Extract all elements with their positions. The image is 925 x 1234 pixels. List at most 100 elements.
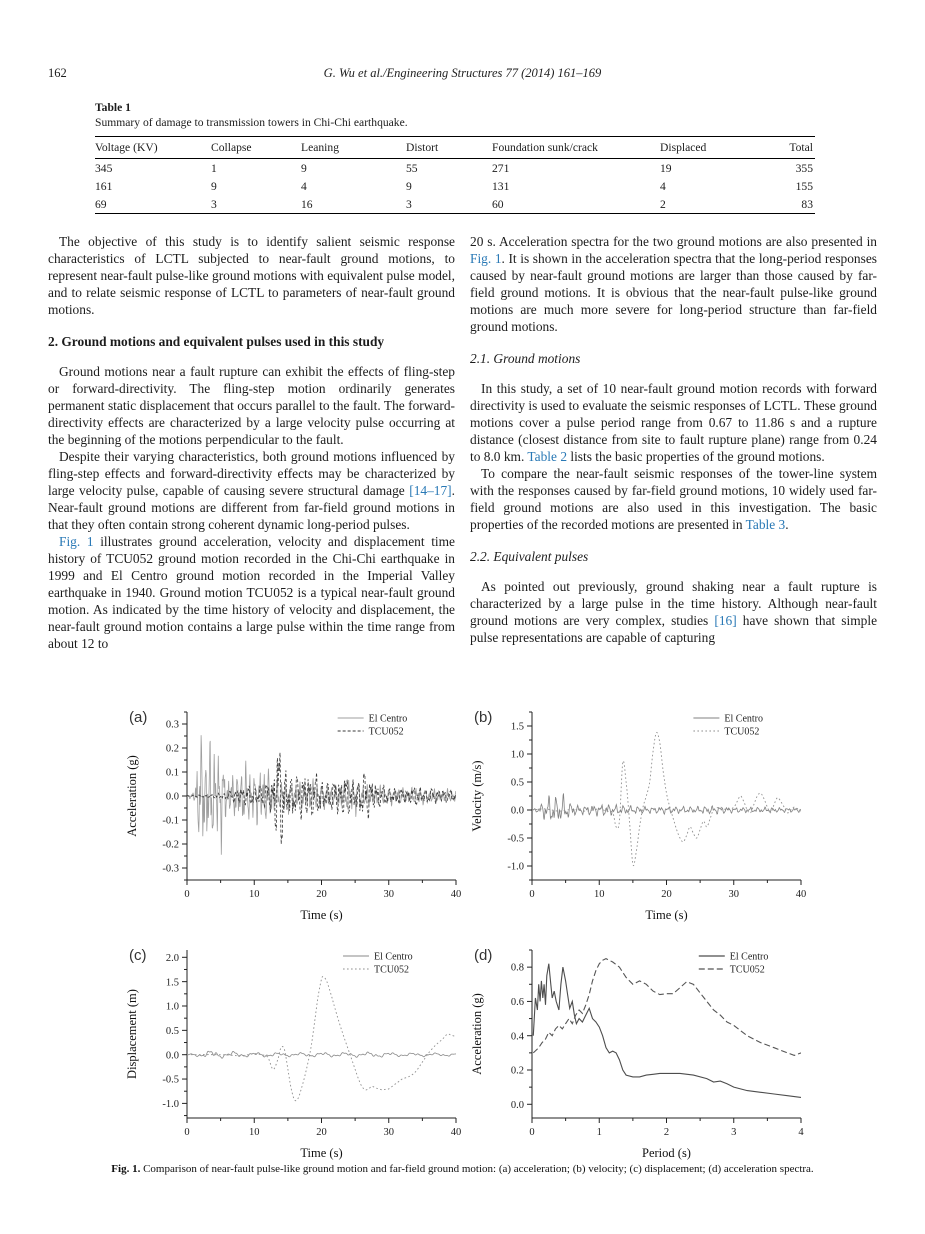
paragraph: In this study, a set of 10 near-fault gr… [470,380,877,465]
x-tick-label: 40 [796,889,807,900]
y-tick-label: 0.0 [166,792,179,803]
chart-c: 0 10 20 30 40 -1.0 -0.5 0.0 0.5 1.0 1.5 2.0 Time (s)… [125,947,462,1160]
damage-summary-table: Voltage (KV) Collapse Leaning Distort Founda… [95,136,815,214]
table-cell: 9 [211,179,217,193]
table-caption: Summary of damage to transmission towers… [95,116,408,129]
table-cell: 271 [492,161,510,175]
paragraph: Fig. 1 illustrates ground acceleration, … [48,533,455,652]
figure-caption: Fig. 1. Comparison of near-fault pulse-l… [48,1163,877,1175]
subplot-tag: (c) [129,947,147,964]
table-cell: 131 [492,179,510,193]
axes [186,950,456,1119]
table-cell: 83 [801,197,813,211]
legend-label: El Centro [730,951,769,962]
y-tick-label: 0.6 [511,997,524,1008]
y-tick-label: -0.1 [162,816,179,827]
legend-label: TCU052 [730,964,765,975]
series-tcu052-path [187,976,456,1102]
legend-label: TCU052 [369,726,404,737]
x-tick-label: 0 [184,1127,189,1138]
subsection-heading: 2.2. Equivalent pulses [470,548,877,565]
table-cell: 2 [660,197,666,211]
series-tcu052-path [532,957,801,1056]
y-axis-label: Acceleration (g) [470,993,484,1075]
legend: El Centro TCU052 [337,713,407,737]
citation-link[interactable]: [14–17] [409,483,452,499]
citation-link[interactable]: [16] [714,613,737,629]
table-cell: 9 [406,179,412,193]
series-el-centro-path [532,963,801,1098]
text-segment: 2. Ground motions and equivalent pulses … [48,334,385,350]
citation-link[interactable]: Fig. 1 [59,534,94,550]
table-cell: 3 [211,197,217,211]
subplot-tag: (b) [474,709,492,726]
y-tick-label: 1.5 [511,722,524,733]
table-cell: 345 [95,161,113,175]
table-cell: 55 [406,161,418,175]
y-tick-label: 0.4 [511,1031,525,1042]
table-cell: 4 [660,179,666,193]
y-tick-label: -1.0 [507,862,524,873]
x-tick-label: 20 [661,889,672,900]
x-tick-label: 2 [664,1127,669,1138]
x-tick-label: 3 [731,1127,736,1138]
x-tick-label: 4 [798,1127,804,1138]
series-el-centro-path [187,735,456,855]
table-col-header: Leaning [301,136,406,159]
text-segment: 2.2. Equivalent pulses [470,549,589,565]
y-tick-label: 0.0 [511,806,524,817]
x-axis-label: Time (s) [300,908,342,922]
x-tick-label: 30 [384,1127,395,1138]
series-tcu052-path [532,732,801,866]
y-tick-label: 1.0 [166,1002,179,1013]
y-axis-label: Velocity (m/s) [470,760,484,831]
text-segment: . It is shown in the acceleration spectr… [470,251,877,335]
x-tick-label: 0 [184,889,189,900]
table-label: Table 1 [95,101,131,114]
series-el-centro-path [532,793,801,820]
table-cell: 161 [95,179,113,193]
table-cell: 355 [795,161,813,175]
table-cell: 3 [406,197,412,211]
subsection-heading: 2.1. Ground motions [470,350,877,367]
x-tick-label: 20 [316,889,327,900]
y-tick-label: -1.0 [162,1099,179,1110]
y-tick-label: 0.0 [166,1050,179,1061]
table-col-header: Collapse [211,136,301,159]
y-tick-label: 0.1 [166,768,179,779]
paragraph: As pointed out previously, ground shakin… [470,578,877,646]
x-tick-label: 30 [729,889,740,900]
text-segment: 20 s. Acceleration spectra for the two g… [470,234,877,249]
left-column: The objective of this study is to identi… [48,233,455,652]
legend: El Centro TCU052 [343,951,413,975]
table-col-header: Displaced [660,136,765,159]
legend: El Centro TCU052 [693,713,763,737]
series-tcu052-path [187,752,456,845]
x-tick-label: 10 [249,889,260,900]
citation-link[interactable]: Table 2 [527,449,568,465]
table-row: 69 3 16 3 60 2 83 [95,195,815,214]
figure-1: 0 10 20 30 40 -0.3 -0.2 -0.1 0.0 0.1 0.2 0.3 Time (s… [123,698,813,1164]
text-segment: Ground motions near a fault rupture can … [48,364,455,448]
citation-link[interactable]: Fig. 1 [470,251,502,267]
text-segment: The objective of this study is to identi… [48,234,455,318]
paragraph: Despite their varying characteristics, b… [48,448,455,533]
text-segment: 2.1. Ground motions [470,351,581,367]
paragraph: Ground motions near a fault rupture can … [48,363,455,448]
text-segment: . Near-fault ground motions are differen… [48,483,455,533]
text-segment: Despite their varying characteristics, b… [48,449,455,499]
table-row: 161 9 4 9 131 4 155 [95,177,815,195]
figure-caption-text: Comparison of near-fault pulse-like grou… [140,1163,814,1175]
legend-label: TCU052 [724,726,759,737]
y-tick-label: 0.5 [511,778,524,789]
y-axis-label: Acceleration (g) [125,755,139,837]
table-cell: 60 [492,197,504,211]
x-tick-label: 1 [597,1127,602,1138]
legend: El Centro TCU052 [698,951,769,975]
citation-link[interactable]: Table 3 [745,517,786,533]
x-tick-label: 0 [529,1127,534,1138]
chart-b: 0 10 20 30 40 -1.0 -0.5 0.0 0.5 1.0 1.5 Time (s) Vel… [470,709,807,922]
x-tick-label: 40 [451,1127,462,1138]
table-cell: 1 [211,161,217,175]
